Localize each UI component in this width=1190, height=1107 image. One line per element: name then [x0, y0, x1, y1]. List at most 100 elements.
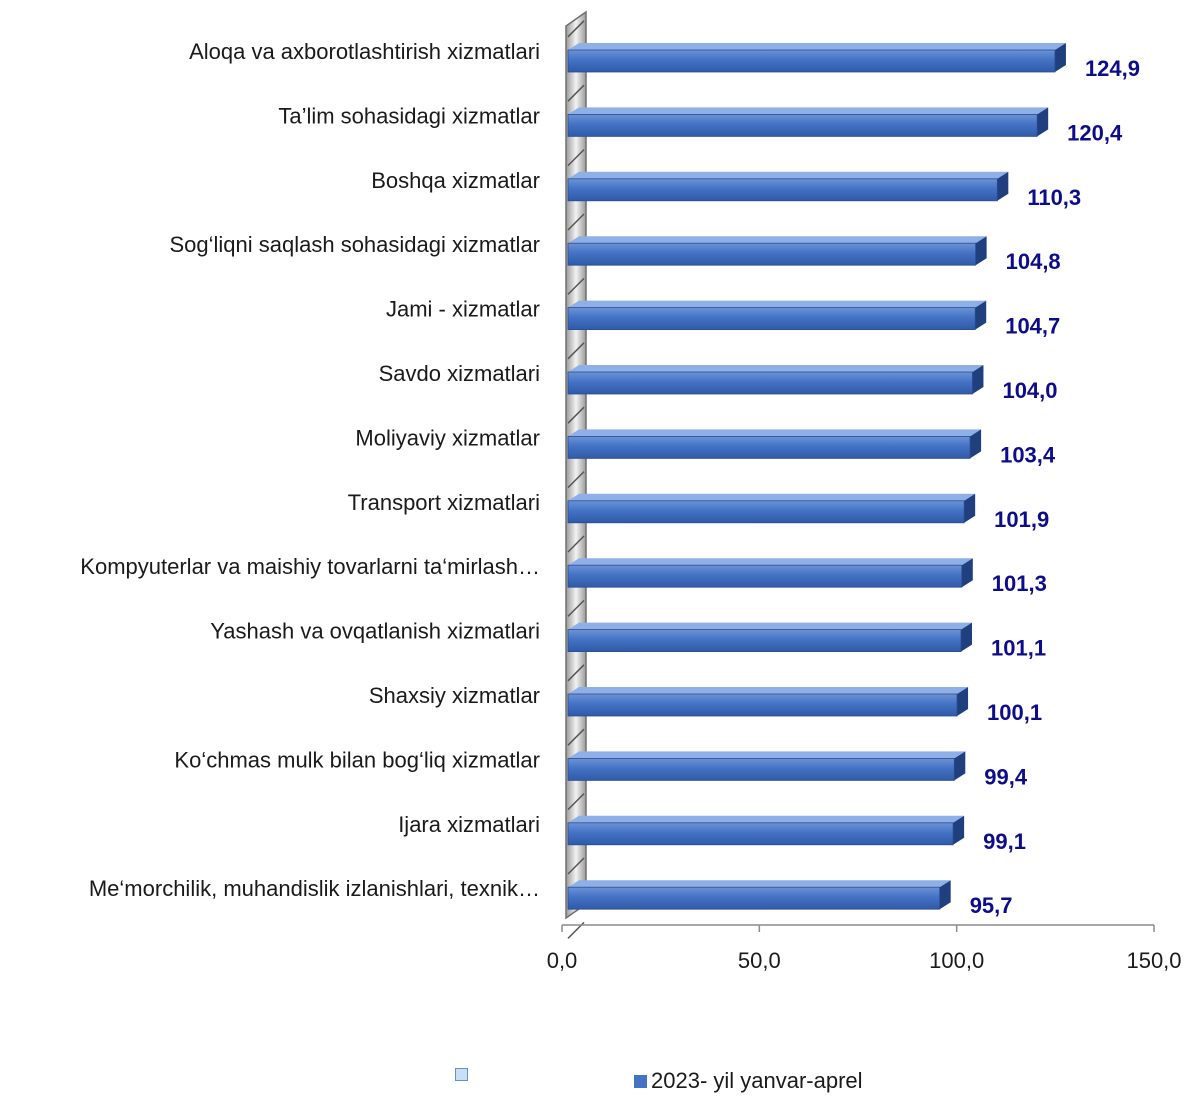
value-label: 101,3: [992, 571, 1047, 596]
bars-group: [567, 43, 1066, 910]
bar: [567, 693, 958, 717]
category-label: Kompyuterlar va maishiy tovarlarni ta‘mi…: [80, 554, 540, 579]
value-label: 104,0: [1002, 378, 1057, 403]
wall-stripe: [567, 471, 585, 489]
x-tick-label: 0,0: [547, 948, 578, 973]
wall-stripe: [567, 535, 585, 553]
value-label: 104,7: [1005, 314, 1060, 339]
bar-top: [568, 815, 965, 823]
category-label: Ijara xizmatlari: [398, 812, 540, 837]
bar: [567, 49, 1056, 73]
bar-top: [568, 171, 1009, 179]
bar-top: [568, 43, 1066, 50]
bar-end: [975, 236, 987, 266]
bar: [567, 564, 963, 588]
bar: [567, 758, 955, 781]
wall-stripe: [567, 406, 585, 424]
bar-top: [568, 365, 984, 372]
bar-end: [1054, 43, 1066, 72]
bar-end: [957, 687, 969, 716]
category-label: Ta’lim sohasidagi xizmatlar: [278, 103, 540, 128]
bar-end: [970, 429, 982, 459]
bar: [567, 435, 971, 459]
value-label: 95,7: [970, 893, 1013, 918]
legend-swatch-blue: [634, 1074, 647, 1088]
value-label: 101,9: [994, 507, 1049, 532]
bar-top: [568, 107, 1049, 115]
wall-stripe: [567, 84, 585, 102]
value-label: 110,3: [1027, 185, 1081, 210]
value-label: 101,1: [991, 636, 1046, 661]
bar-top: [568, 300, 987, 308]
value-label: 124,9: [1085, 56, 1140, 81]
category-label: Sog‘liqni saqlash sohasidagi xizmatlar: [169, 232, 540, 257]
wall-stripe: [567, 728, 585, 746]
bar-top: [568, 751, 966, 759]
bar-top: [568, 622, 973, 630]
bar: [567, 242, 977, 266]
wall-stripe: [567, 664, 585, 682]
bar: [567, 886, 941, 910]
value-labels: 124,9 120,4 110,3 104,8 104,7 104,0 103,4 101,9…: [970, 56, 1140, 918]
value-label: 99,1: [983, 829, 1026, 854]
bar: [567, 500, 965, 524]
bar: [567, 371, 973, 395]
bar: [567, 822, 954, 846]
bar-end: [961, 622, 973, 652]
bar-top: [568, 236, 987, 244]
value-label: 99,4: [984, 764, 1028, 789]
bar: [567, 307, 976, 331]
bar-end: [997, 171, 1009, 201]
value-label: 103,4: [1000, 442, 1056, 467]
bar: [567, 629, 962, 652]
wall-stripe: [567, 20, 585, 38]
category-label: Ko‘chmas mulk bilan bog‘liq xizmatlar: [174, 747, 540, 772]
bar-top: [568, 880, 951, 888]
value-label: 104,8: [1006, 249, 1061, 274]
legend: 2023- yil yanvar-aprel: [0, 1068, 1190, 1098]
wall-stripe: [567, 277, 585, 295]
value-label: 120,4: [1067, 120, 1123, 145]
category-label: Yashash va ovqatlanish xizmatlari: [210, 619, 540, 644]
bar-top: [568, 429, 982, 437]
bar-chart: Aloqa va axborotlashtirish xizmatlari Ta’…: [80, 10, 1182, 973]
legend-swatch-light: [455, 1068, 468, 1081]
x-axis: 0,0 50,0 100,0 150,0: [547, 924, 1182, 973]
wall-face: [565, 10, 587, 920]
category-label: Aloqa va axborotlashtirish xizmatlari: [189, 39, 540, 64]
bar-top: [568, 687, 969, 694]
legend-item-2023: 2023- yil yanvar-aprel: [634, 1068, 863, 1094]
bar: [567, 178, 998, 202]
wall-stripe: [567, 857, 585, 875]
bar-end: [953, 815, 965, 845]
value-label: 100,1: [987, 700, 1042, 725]
category-label: Boshqa xizmatlar: [371, 168, 540, 193]
bar-end: [954, 751, 966, 781]
category-label: Moliyaviy xizmatlar: [355, 425, 540, 450]
wall-stripe: [567, 599, 585, 617]
bar: [567, 114, 1038, 137]
wall-stripe: [567, 793, 585, 811]
bar-end: [939, 880, 951, 910]
x-tick-label: 50,0: [738, 948, 781, 973]
category-label: Shaxsiy xizmatlar: [369, 683, 540, 708]
x-tick-label: 150,0: [1126, 948, 1181, 973]
bar-end: [972, 365, 984, 394]
category-label: Me‘morchilik, muhandislik izlanishlari, …: [89, 876, 540, 901]
category-labels: Aloqa va axborotlashtirish xizmatlari Ta’…: [80, 39, 540, 901]
bar-end: [1037, 107, 1049, 137]
legend-label-2023: 2023- yil yanvar-aprel: [651, 1068, 863, 1093]
legend-item-empty: [455, 1068, 472, 1081]
category-label: Jami - xizmatlar: [386, 297, 540, 322]
wall-stripe: [567, 149, 585, 167]
wall-stripe: [567, 342, 585, 360]
bar-top: [568, 558, 973, 566]
category-label: Transport xizmatlari: [348, 490, 540, 515]
wall-stripe: [567, 213, 585, 231]
category-label: Savdo xizmatlari: [379, 361, 540, 386]
chart-wall: [565, 10, 587, 939]
bar-top: [568, 493, 976, 501]
x-tick-label: 100,0: [929, 948, 984, 973]
bar-end: [961, 558, 973, 588]
bar-end: [975, 300, 987, 330]
